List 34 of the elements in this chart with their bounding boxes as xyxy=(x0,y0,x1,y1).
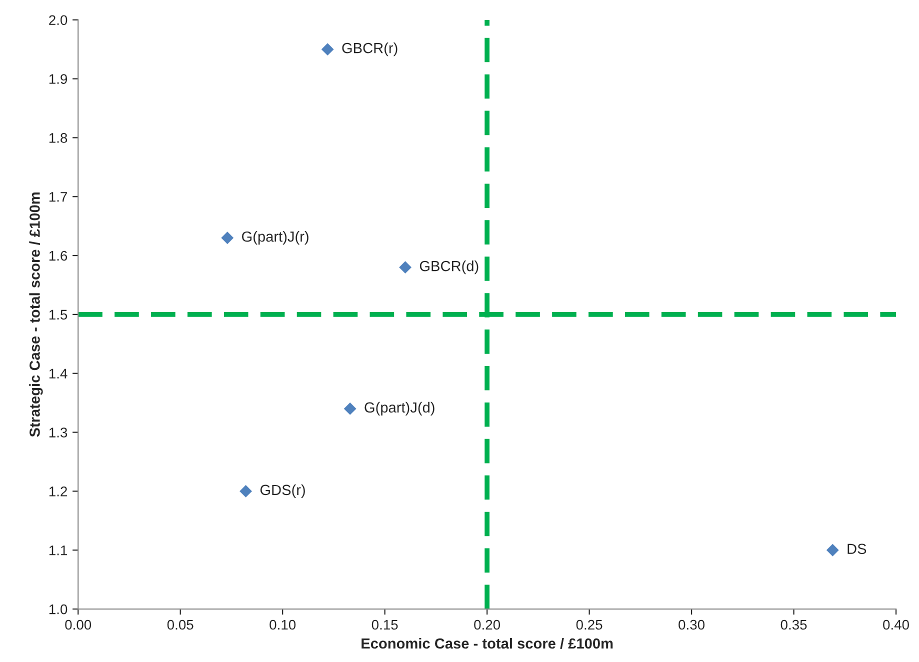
y-tick-label: 1.0 xyxy=(49,604,68,614)
x-tick-label: 0.40 xyxy=(883,620,909,630)
x-tick-label: 0.10 xyxy=(270,620,296,630)
point xyxy=(321,43,334,56)
annotation: G(part)J(r) xyxy=(242,231,308,245)
point xyxy=(826,544,839,556)
x-tick-label: 0.15 xyxy=(372,620,398,630)
y-tick-label: 1.2 xyxy=(49,486,68,496)
x-tick-label: 0.35 xyxy=(780,620,807,630)
point xyxy=(344,402,356,415)
x-axis-title: Economic Case - total score / £100m xyxy=(362,638,613,649)
y-tick-label: 1.6 xyxy=(49,250,68,261)
x-tick-label: 0.05 xyxy=(167,620,194,630)
annotation: GBCR(r) xyxy=(342,42,398,56)
annotation: GDS(r) xyxy=(260,484,305,498)
point xyxy=(221,232,234,244)
y-tick-label: 1.8 xyxy=(49,133,68,143)
y-tick-label: 1.7 xyxy=(49,192,68,202)
annotation: GBCR(d) xyxy=(420,260,478,274)
y-tick-label: 1.3 xyxy=(49,428,68,438)
x-tick-label: 0.25 xyxy=(576,620,602,630)
point xyxy=(240,484,252,498)
x-tick-label: 0.30 xyxy=(678,620,705,630)
y-tick-label: 1.5 xyxy=(49,310,68,320)
x-tick-label: 0.20 xyxy=(474,620,500,630)
y-tick-label: 2.0 xyxy=(49,15,68,26)
x-tick-label: 0.00 xyxy=(65,620,92,630)
point xyxy=(399,261,412,274)
annotation: DS xyxy=(848,544,866,554)
y-tick-label: 1.9 xyxy=(49,74,68,84)
y-tick-label: 1.4 xyxy=(49,368,68,378)
y-tick-label: 1.1 xyxy=(49,546,68,556)
annotation: G(part)J(d) xyxy=(364,402,434,416)
y-axis-title: Strategic Case - total score / £100m xyxy=(29,192,43,437)
